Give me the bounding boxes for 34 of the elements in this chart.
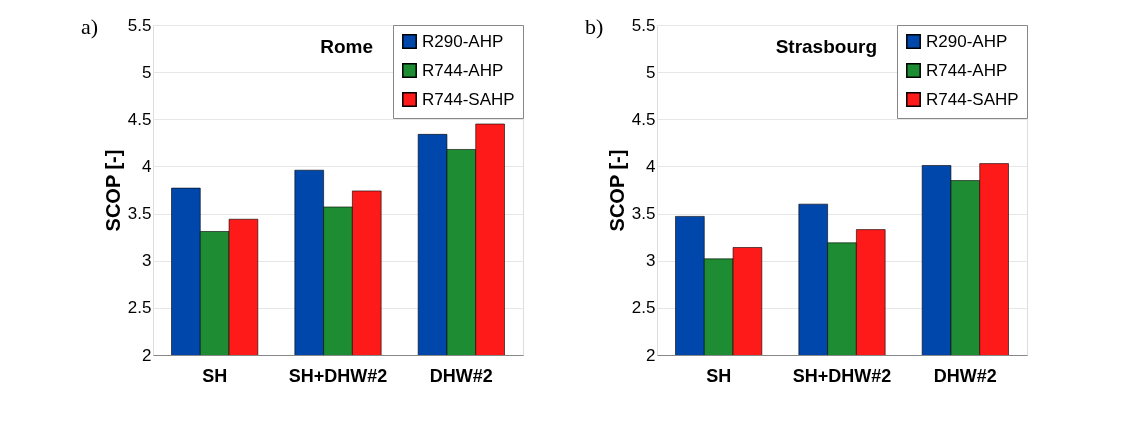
legend-label: R290-AHP (926, 31, 1008, 51)
y-tick-label: 5 (646, 62, 656, 82)
legend-label: R744-AHP (422, 60, 504, 80)
y-tick-label: 5 (142, 62, 152, 82)
x-tick-label: DHW#2 (933, 365, 997, 386)
x-tick-label: SH (706, 365, 732, 386)
annotation: Strasbourg (775, 36, 877, 57)
y-tick-label: 2.5 (127, 298, 152, 318)
x-tick-label: SH+DHW#2 (792, 365, 892, 386)
x-tick-label: SH (202, 365, 228, 386)
x-tick-label: DHW#2 (429, 365, 493, 386)
annotation: Rome (320, 36, 373, 57)
y-tick-label: 3 (646, 251, 656, 271)
y-tick-label: 5.5 (631, 15, 656, 35)
y-tick-label: 2 (142, 345, 152, 365)
text: a) (81, 14, 99, 39)
y-axis-title: SCOP [-] (101, 149, 124, 232)
y-tick-label: 3 (142, 251, 152, 271)
y-tick-label: 3.5 (127, 204, 152, 224)
y-tick-label: 2.5 (631, 298, 656, 318)
legend-label: R744-AHP (926, 60, 1008, 80)
y-tick-label: 4.5 (127, 109, 152, 129)
y-tick-label: 5.5 (127, 15, 152, 35)
legend-label: R744-SAHP (422, 89, 515, 109)
text: b) (585, 14, 604, 39)
y-axis-title: SCOP [-] (605, 149, 628, 232)
y-tick-label: 4 (646, 156, 656, 176)
y-tick-label: 2 (646, 345, 656, 365)
y-tick-label: 4.5 (631, 109, 656, 129)
y-tick-label: 4 (142, 156, 152, 176)
legend-label: R290-AHP (422, 31, 504, 51)
y-tick-label: 3.5 (631, 204, 656, 224)
x-tick-label: SH+DHW#2 (288, 365, 388, 386)
legend-label: R744-SAHP (926, 89, 1019, 109)
